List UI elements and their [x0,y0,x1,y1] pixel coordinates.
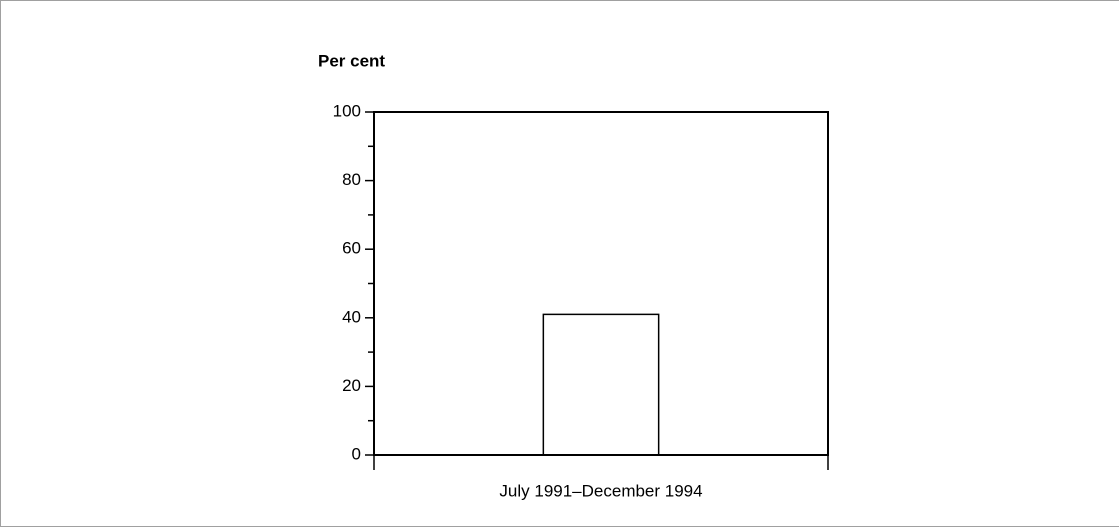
y-tick-label: 40 [342,307,361,326]
y-tick-label: 20 [342,376,361,395]
y-tick-label: 60 [342,239,361,258]
plot-frame [373,111,829,456]
y-tick-label: 80 [342,170,361,189]
x-tick-label: July 1991–December 1994 [499,481,702,500]
y-tick-label: 100 [333,101,361,120]
y-axis-label: Per cent [318,51,385,70]
bar [542,313,660,456]
y-tick-label: 0 [352,444,361,463]
